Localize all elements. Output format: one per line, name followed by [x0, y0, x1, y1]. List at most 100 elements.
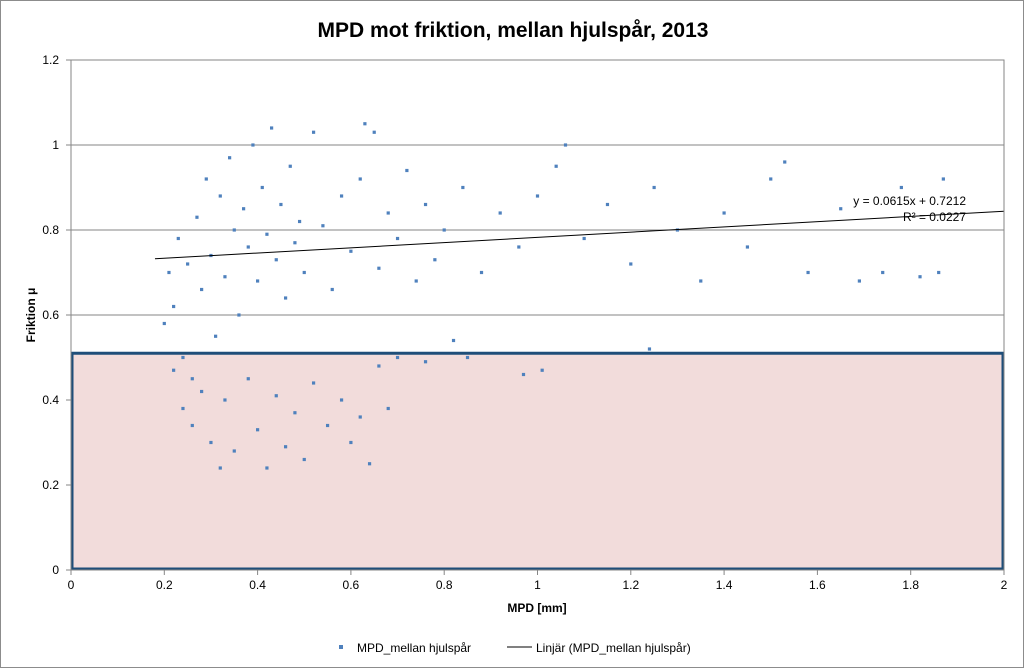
- data-point: [377, 266, 381, 270]
- data-point: [283, 445, 288, 449]
- data-point: [311, 381, 316, 385]
- data-point: [937, 270, 941, 275]
- data-point: [918, 275, 922, 279]
- data-point: [293, 411, 297, 415]
- data-point: [423, 202, 428, 207]
- data-point: [605, 202, 610, 207]
- data-point: [498, 211, 502, 215]
- data-point: [339, 398, 344, 402]
- data-point: [783, 160, 787, 164]
- trendline-group: [154, 210, 1005, 260]
- x-tick-label: 0.2: [156, 578, 173, 592]
- highlight-region: [70, 351, 1005, 571]
- data-point: [181, 355, 185, 360]
- y-tick-label: 1.2: [42, 53, 59, 67]
- data-point: [554, 164, 558, 168]
- data-point: [246, 377, 250, 381]
- x-tick-label: 0.4: [249, 578, 266, 592]
- x-tick-label: 1.8: [902, 578, 919, 592]
- data-point: [218, 466, 222, 470]
- data-point: [190, 377, 194, 381]
- data-point: [232, 449, 236, 453]
- data-point: [274, 394, 278, 398]
- data-point: [652, 185, 656, 190]
- data-point: [535, 194, 540, 198]
- data-point: [181, 406, 185, 411]
- data-point: [200, 389, 204, 394]
- x-tick-label: 1.2: [622, 578, 639, 592]
- data-point: [899, 185, 903, 190]
- data-point: [200, 287, 204, 292]
- y-axis-label: Friktion μ: [24, 288, 38, 343]
- data-point: [386, 406, 390, 411]
- data-point: [265, 466, 269, 470]
- data-point: [223, 398, 227, 402]
- data-point: [321, 224, 325, 228]
- data-point: [769, 177, 773, 181]
- data-point: [251, 143, 255, 147]
- data-point: [358, 177, 362, 181]
- data-point: [941, 177, 945, 181]
- data-point: [540, 368, 544, 372]
- data-point: [209, 440, 213, 445]
- data-point: [274, 258, 278, 262]
- data-point: [377, 364, 381, 368]
- data-point: [293, 241, 297, 245]
- legend-marker-scatter: [339, 645, 343, 649]
- x-axis-label: MPD [mm]: [507, 601, 566, 615]
- x-tick-label: 0.8: [436, 578, 453, 592]
- data-point: [461, 185, 465, 190]
- data-point: [190, 423, 194, 428]
- x-tick-label: 0.6: [343, 578, 360, 592]
- data-point: [237, 313, 241, 317]
- data-point: [442, 228, 446, 232]
- x-tick-label: 1.4: [716, 578, 733, 592]
- data-point: [857, 279, 861, 283]
- data-point: [806, 270, 810, 275]
- data-point: [582, 236, 586, 241]
- data-point: [358, 415, 362, 419]
- data-point: [167, 270, 171, 275]
- data-point: [433, 258, 437, 262]
- data-point: [839, 207, 843, 211]
- data-point: [339, 194, 344, 198]
- data-point: [283, 296, 288, 300]
- data-point: [186, 262, 190, 266]
- y-axis-ticks: 0 0.2 0.4 0.6 0.8 1 1.2: [42, 53, 71, 577]
- data-point: [363, 122, 367, 126]
- data-point: [647, 347, 652, 351]
- legend-label-scatter: MPD_mellan hjulspår: [357, 641, 471, 655]
- data-point: [563, 143, 568, 147]
- data-point: [386, 211, 390, 215]
- data-point: [349, 440, 353, 445]
- data-point: [395, 355, 400, 360]
- data-point: [260, 185, 264, 190]
- trendline: [154, 210, 1005, 260]
- data-point: [367, 462, 372, 466]
- data-point: [372, 130, 376, 134]
- data-point: [405, 168, 409, 173]
- data-point: [423, 360, 428, 364]
- data-point: [745, 245, 750, 249]
- low-friction-region: [70, 351, 1005, 571]
- data-point: [517, 245, 521, 249]
- x-tick-label: 1: [534, 578, 541, 592]
- data-point: [414, 279, 418, 283]
- data-point: [162, 321, 166, 326]
- data-point: [256, 428, 260, 432]
- data-point: [302, 457, 306, 462]
- data-point: [204, 177, 208, 181]
- data-point: [311, 130, 316, 134]
- data-point: [214, 334, 218, 338]
- data-point: [228, 156, 232, 160]
- data-point: [297, 219, 302, 224]
- x-tick-label: 2: [1001, 578, 1008, 592]
- y-tick-label: 0.8: [42, 223, 59, 237]
- trendline-equation: y = 0.0615x + 0.7212: [853, 194, 966, 208]
- y-tick-label: 0.6: [42, 308, 59, 322]
- data-point: [172, 368, 176, 372]
- legend: MPD_mellan hjulspår Linjär (MPD_mellan h…: [339, 641, 691, 655]
- data-point: [269, 126, 274, 130]
